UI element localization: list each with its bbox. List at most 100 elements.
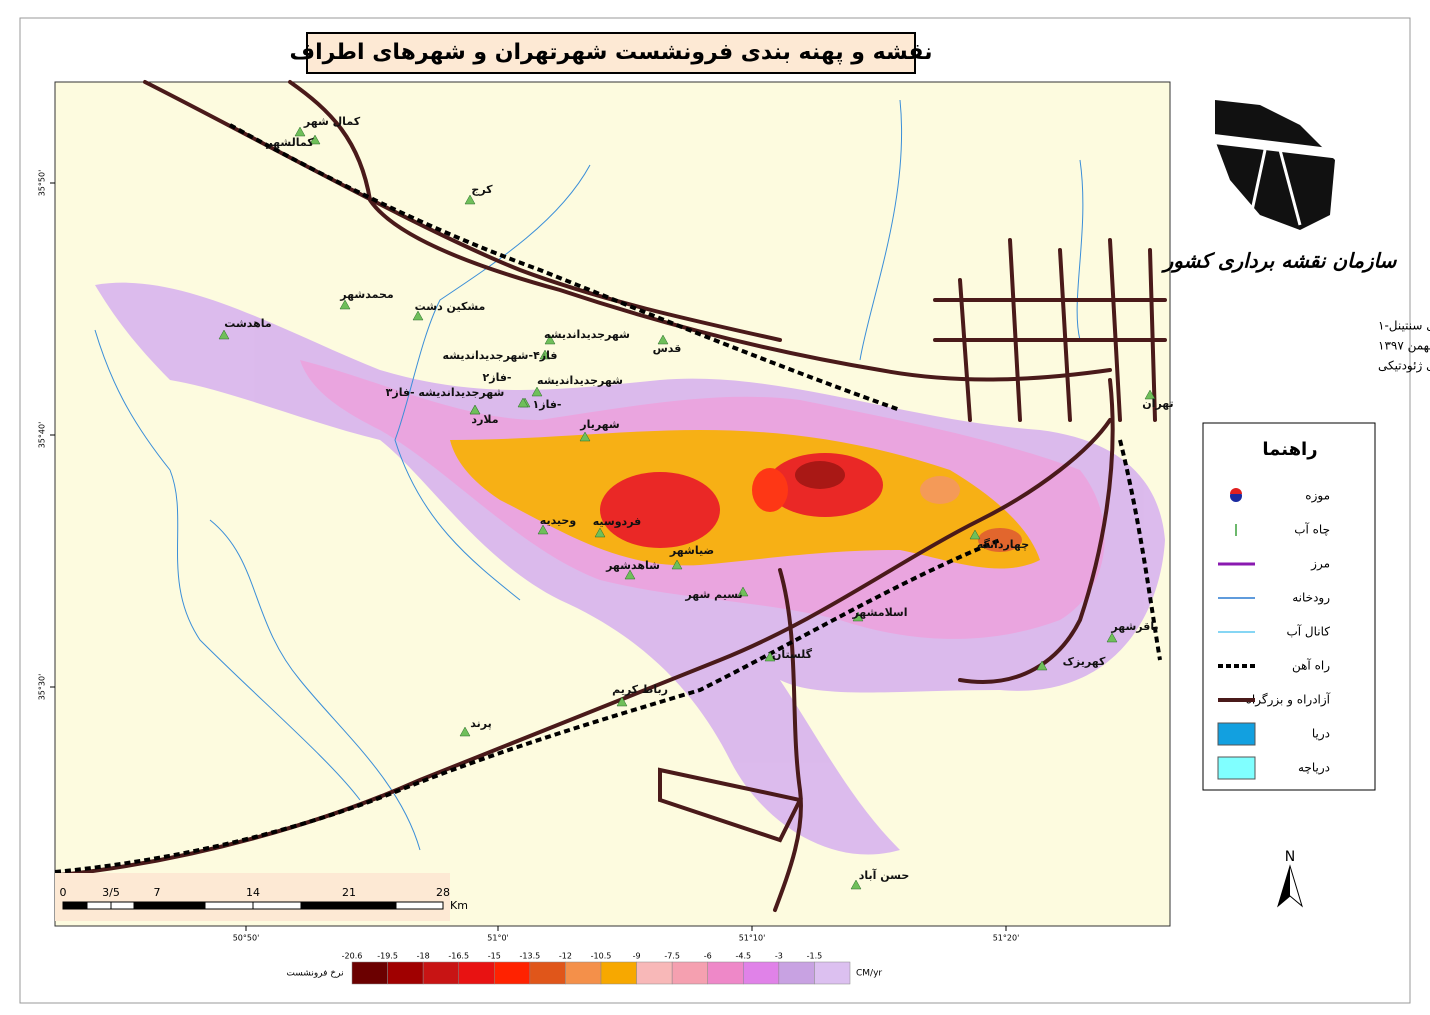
scale-tick-label: 14 — [246, 886, 260, 899]
place-label: نسیم شهر — [684, 588, 742, 601]
scale-box — [55, 873, 450, 921]
place-label: اسلامشهر — [851, 606, 907, 619]
color-tick-label: -7.5 — [664, 952, 680, 961]
scale-segment — [252, 901, 302, 910]
place-label: شهرجدیداندیشه -فاز۳ — [386, 386, 505, 399]
place-label: فاز۲- — [483, 371, 512, 384]
logo-iran — [1215, 100, 1335, 230]
color-bin — [387, 961, 424, 985]
place-label: رباط کریم — [612, 683, 668, 696]
town-marker — [412, 310, 424, 321]
town-marker — [852, 611, 864, 622]
zone-core — [920, 476, 960, 504]
zone-core — [600, 472, 720, 548]
place-label: کمال شهر — [303, 115, 361, 128]
town-marker — [671, 559, 683, 570]
town-marker — [764, 651, 776, 662]
color-bin — [565, 961, 602, 985]
scale-segment — [86, 901, 112, 910]
town-marker — [218, 329, 230, 340]
legend-label: راه آهن — [1292, 658, 1330, 674]
town-marker — [594, 527, 606, 538]
color-bin — [778, 961, 815, 985]
highway — [958, 378, 1115, 684]
legend: موزه چاه آب مرز رودخانه کانال آب راه آهن آزادر… — [1217, 488, 1331, 780]
scale-tick-label: 21 — [342, 886, 356, 899]
organization: سازمان نقشه برداری کشور — [1161, 249, 1398, 274]
scale-segment — [395, 901, 444, 910]
place-label: شهریار — [579, 418, 620, 431]
zone-peak — [795, 461, 845, 489]
scale-tick-label: 28 — [436, 886, 450, 899]
north-arrow-fill — [1278, 866, 1290, 906]
color-tick-label: -18 — [417, 952, 430, 961]
color-scale: -20.6 -19.5 -18 -16.5 -15 -13.5 -12 -10.5 -9 -7.5… — [286, 952, 882, 985]
place-label: ماهدشت — [224, 317, 271, 330]
town-marker — [1036, 660, 1048, 671]
river — [859, 99, 903, 361]
color-tick-label: -9 — [633, 952, 641, 961]
scale-unit: Km — [450, 899, 468, 912]
highway — [658, 767, 803, 843]
color-bin — [814, 961, 851, 985]
lon-label: 51°20' — [993, 934, 1020, 943]
lat-label: 35°50' — [38, 170, 47, 197]
color-bin — [707, 961, 744, 985]
color-bin — [422, 961, 459, 985]
town-marker — [539, 349, 551, 360]
town-marker — [1106, 632, 1118, 643]
scale-tick-label: 0 — [60, 886, 67, 899]
places: کمال شهر کمالشهر کرج محمدشهر مشکین دشت ماهدشت… — [218, 115, 1174, 890]
highway — [288, 80, 1112, 382]
legend-swatch — [1230, 488, 1242, 494]
color-scale-unit: CM/yr — [856, 969, 882, 979]
description-line: بر اساس پردازش داده های راداری سنتینل-۱ — [1378, 319, 1430, 334]
town-marker — [309, 134, 321, 145]
town-marker — [544, 334, 556, 345]
color-tick-label: -10.5 — [591, 952, 612, 961]
color-tick-label: -15 — [488, 952, 501, 961]
color-tick-label: -20.6 — [342, 952, 363, 961]
lon-label: 51°10' — [739, 934, 766, 943]
color-bin — [671, 961, 708, 985]
place-label: شهرجدیداندیشه — [537, 374, 623, 387]
color-bin — [600, 961, 637, 985]
color-bin — [494, 961, 531, 985]
color-tick-label: -6 — [704, 952, 712, 961]
color-tick-label: -1.5 — [807, 952, 823, 961]
railway — [54, 538, 1001, 874]
town-marker — [537, 524, 549, 535]
legend-label: مرز — [1310, 557, 1330, 572]
town-marker — [616, 696, 628, 707]
town-marker — [657, 334, 669, 345]
scale-segment — [133, 901, 158, 910]
river — [1076, 159, 1084, 341]
town-marker — [459, 726, 471, 737]
place-label: ملارد — [471, 413, 498, 426]
town-marker — [469, 404, 481, 415]
north-arrow: N — [1277, 849, 1303, 908]
map: کمال شهر کمالشهر کرج محمدشهر مشکین دشت ماهدشت… — [38, 80, 1174, 943]
place-label: قدس — [653, 342, 682, 355]
place-label: فاز۱- — [533, 398, 562, 411]
town-marker — [517, 397, 529, 408]
title-box — [306, 32, 916, 74]
place-label: حسن آباد — [859, 868, 910, 882]
place-label: فاز۴-شهرجدیداندیشه — [443, 349, 558, 362]
place-label: فردوسیه — [593, 515, 642, 528]
color-tick-label: -13.5 — [520, 952, 541, 961]
highway — [773, 568, 803, 912]
zone-core — [752, 468, 788, 512]
color-scale-label: نرخ فرونشست — [286, 969, 343, 979]
legend-swatch — [1217, 722, 1256, 746]
north-label: N — [1285, 849, 1295, 865]
town-marker — [969, 529, 981, 540]
place-label: باقرشهر — [1110, 620, 1158, 633]
highway — [933, 238, 1167, 422]
place-label: کمالشهر — [265, 136, 314, 149]
color-bin — [743, 961, 780, 985]
scale-tick-label: 3/5 — [102, 886, 120, 899]
legend-title: راهنما — [1262, 439, 1317, 460]
